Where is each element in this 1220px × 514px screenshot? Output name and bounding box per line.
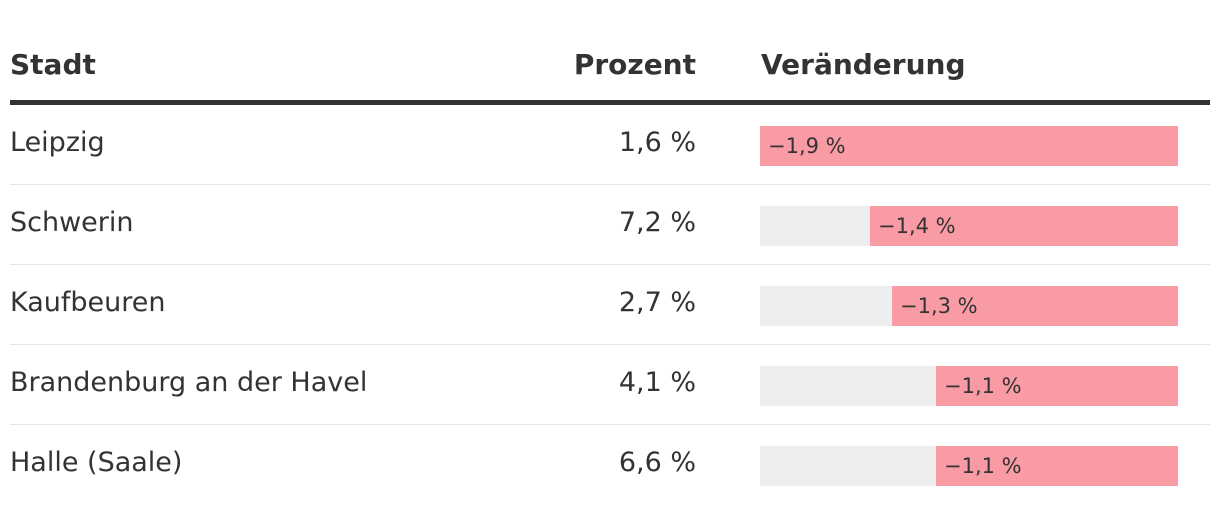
change-bar-track: −1,4 % — [760, 206, 1178, 246]
change-bar-track: −1,1 % — [760, 366, 1178, 406]
change-bar-track: −1,9 % — [760, 126, 1178, 166]
table-row: Kaufbeuren 2,7 % −1,3 % — [10, 265, 1210, 345]
city-cell: Kaufbeuren — [10, 287, 166, 318]
table-row: Schwerin 7,2 % −1,4 % — [10, 185, 1210, 265]
change-bar-label: −1,4 % — [878, 214, 956, 238]
percent-cell: 1,6 % — [618, 127, 696, 158]
city-cell: Leipzig — [10, 127, 105, 158]
city-cell: Halle (Saale) — [10, 447, 183, 478]
change-bar-track: −1,1 % — [760, 446, 1178, 486]
change-bar: −1,4 % — [870, 206, 1178, 246]
change-bar-label: −1,1 % — [944, 374, 1022, 398]
percent-cell: 6,6 % — [618, 447, 696, 478]
table-row: Brandenburg an der Havel 4,1 % −1,1 % — [10, 345, 1210, 425]
table-row: Halle (Saale) 6,6 % −1,1 % — [10, 425, 1210, 504]
data-table: Stadt Prozent Veränderung Leipzig 1,6 % … — [10, 38, 1210, 504]
change-bar: −1,1 % — [936, 366, 1178, 406]
percent-cell: 4,1 % — [618, 367, 696, 398]
header-change: Veränderung — [761, 48, 966, 81]
change-bar: −1,3 % — [892, 286, 1178, 326]
header-percent: Prozent — [573, 48, 696, 81]
header-city: Stadt — [10, 48, 96, 81]
change-bar-label: −1,9 % — [768, 134, 846, 158]
change-bar: −1,1 % — [936, 446, 1178, 486]
city-cell: Brandenburg an der Havel — [10, 367, 368, 398]
table-header: Stadt Prozent Veränderung — [10, 38, 1210, 105]
change-bar: −1,9 % — [760, 126, 1178, 166]
change-bar-label: −1,3 % — [900, 294, 978, 318]
change-bar-track: −1,3 % — [760, 286, 1178, 326]
percent-cell: 7,2 % — [618, 207, 696, 238]
percent-cell: 2,7 % — [618, 287, 696, 318]
city-cell: Schwerin — [10, 207, 134, 238]
change-bar-label: −1,1 % — [944, 454, 1022, 478]
table-row: Leipzig 1,6 % −1,9 % — [10, 105, 1210, 185]
